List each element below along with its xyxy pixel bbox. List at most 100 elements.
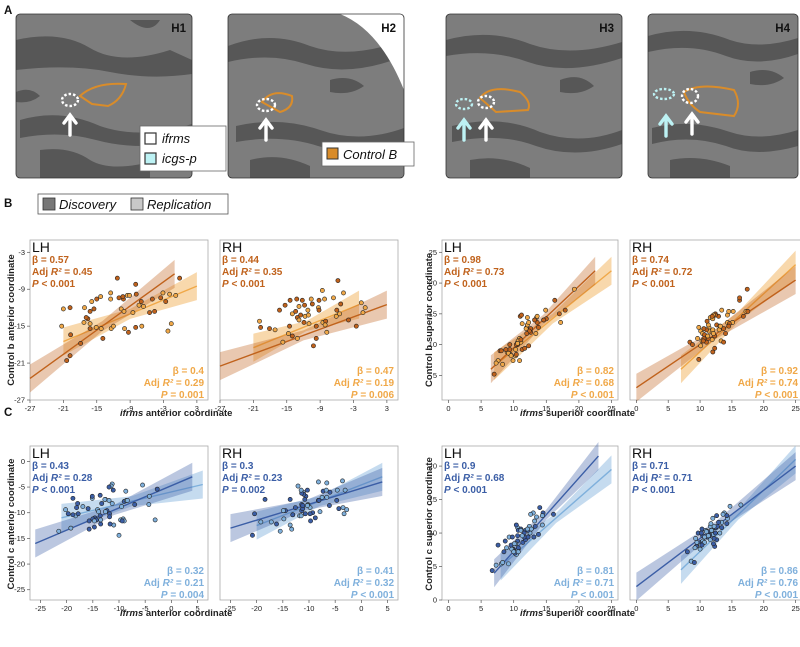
data-point	[294, 336, 300, 341]
data-point	[714, 513, 720, 519]
x-tick-label: 3	[195, 404, 199, 413]
data-point	[360, 310, 366, 316]
brain-label: H2	[381, 23, 396, 35]
y-tick-label: -10	[14, 508, 25, 517]
x-tick-label: -3	[350, 404, 357, 413]
data-point	[154, 486, 160, 492]
data-point	[280, 339, 286, 345]
data-point	[726, 323, 732, 329]
data-point	[532, 518, 537, 524]
data-point	[322, 296, 327, 302]
y-tick-label: -15	[14, 322, 25, 331]
discovery-adj-r2: Adj R² = 0.45	[32, 267, 93, 278]
data-point	[116, 295, 122, 301]
data-point	[333, 313, 339, 319]
data-point	[704, 529, 709, 535]
x-tick-label: 25	[791, 604, 799, 613]
discovery-beta: β = 0.57	[32, 255, 69, 266]
data-point	[124, 498, 130, 503]
data-point	[281, 516, 287, 522]
data-point	[316, 297, 322, 303]
x-tick-label: -25	[35, 604, 46, 613]
scatter-b-lh-anterior: -27 -21 -15 -9 -3 3-27-21-15-9-3 LHβ = 0.57Adj…	[6, 239, 209, 413]
data-point	[710, 349, 716, 355]
y-axis-title: Control b superior coordinate	[424, 253, 435, 387]
replication-adj-r2: Adj R² = 0.19	[334, 378, 395, 389]
data-point	[500, 560, 506, 565]
data-point	[160, 290, 166, 296]
data-point	[534, 313, 540, 319]
hemisphere-label: LH	[32, 239, 50, 255]
legend-ifrms-label: ifrms	[162, 131, 191, 146]
data-point	[698, 343, 704, 349]
data-point	[149, 296, 155, 302]
data-point	[511, 549, 517, 555]
data-point	[344, 507, 350, 513]
x-tick-label: -15	[87, 604, 98, 613]
data-point	[107, 514, 112, 520]
data-point	[308, 296, 314, 302]
hemisphere-label: RH	[222, 239, 242, 255]
data-point	[745, 308, 751, 314]
data-point	[64, 358, 70, 364]
x-tick-label: 0	[446, 604, 450, 613]
data-point	[327, 489, 333, 495]
data-point	[362, 305, 368, 311]
data-point	[59, 323, 65, 329]
data-point	[700, 338, 706, 344]
arrow-icon	[478, 117, 494, 142]
data-point	[541, 317, 547, 323]
x-tick-label: -9	[317, 404, 324, 413]
data-point	[136, 302, 142, 308]
data-point	[334, 487, 340, 493]
legend-control-b-label: Control B	[343, 147, 398, 162]
data-point	[522, 345, 528, 351]
legend-replication-label: Replication	[147, 197, 211, 212]
data-point	[510, 534, 515, 540]
data-point	[274, 521, 279, 527]
replication-adj-r2: Adj R² = 0.76	[738, 578, 799, 589]
data-point	[70, 512, 76, 518]
data-point	[91, 524, 97, 530]
data-point	[290, 512, 296, 518]
data-point	[308, 518, 313, 524]
data-point	[738, 502, 744, 508]
x-tick-label: 0	[169, 604, 173, 613]
discovery-adj-r2: Adj R² = 0.28	[32, 473, 93, 484]
x-axis-title: ifrms anterior coordinate	[120, 608, 232, 619]
data-point	[319, 288, 325, 293]
data-point	[296, 304, 302, 309]
data-point	[316, 479, 321, 485]
data-point	[498, 348, 504, 354]
data-point	[65, 511, 71, 517]
data-point	[87, 321, 93, 327]
data-point	[571, 286, 577, 292]
data-point	[532, 523, 538, 529]
data-point	[533, 331, 539, 336]
data-point	[515, 533, 521, 539]
data-point	[302, 511, 308, 517]
data-point	[695, 336, 700, 341]
data-point	[307, 511, 313, 517]
data-point	[133, 281, 139, 287]
legend-swatch-ifrms	[144, 132, 157, 145]
replication-fit-line	[253, 303, 360, 349]
data-point	[56, 528, 62, 534]
data-point	[87, 308, 93, 314]
data-point	[342, 487, 348, 493]
data-point	[280, 508, 286, 514]
data-point	[519, 533, 525, 539]
data-point	[305, 307, 311, 313]
discovery-p-value: P < 0.001	[444, 279, 488, 290]
data-point	[691, 560, 697, 565]
data-point	[502, 538, 508, 544]
data-point	[532, 317, 537, 323]
data-point	[515, 340, 521, 346]
data-point	[302, 496, 308, 502]
brain-h3: H3	[445, 13, 623, 179]
replication-beta: β = 0.4	[173, 366, 205, 377]
data-point	[67, 305, 73, 311]
data-point	[98, 517, 104, 523]
data-point	[518, 337, 524, 343]
